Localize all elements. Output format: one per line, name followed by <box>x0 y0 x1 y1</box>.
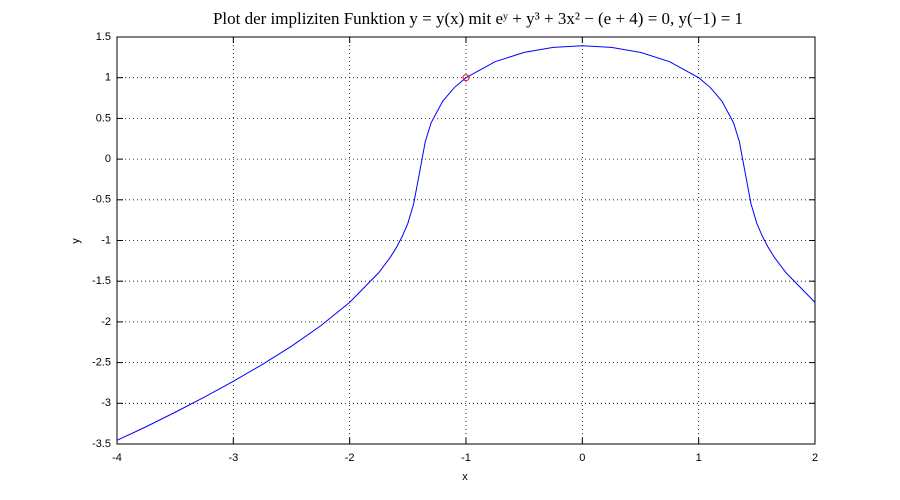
y-tick-label: -2 <box>101 316 111 328</box>
x-axis-label: x <box>462 471 468 483</box>
x-tick-label: -3 <box>228 452 238 464</box>
y-tick-label: 1 <box>105 72 111 84</box>
y-tick-label: 0 <box>105 153 111 165</box>
y-axis-label: y <box>70 238 82 244</box>
y-tick-label: -1 <box>101 234 111 246</box>
y-tick-label: -3.5 <box>92 438 111 450</box>
x-tick-label: 1 <box>696 452 702 464</box>
y-tick-label: 1.5 <box>96 31 111 43</box>
y-tick-label: -1.5 <box>92 275 111 287</box>
x-tick-label: -1 <box>461 452 471 464</box>
x-tick-label: 2 <box>812 452 818 464</box>
point-marker <box>462 74 470 82</box>
x-tick-label: 0 <box>579 452 585 464</box>
x-tick-label: -4 <box>112 452 122 464</box>
y-tick-label: -2.5 <box>92 357 111 369</box>
line-series <box>116 45 816 441</box>
y-tick-label: 0.5 <box>96 112 111 124</box>
y-tick-label: -3 <box>101 397 111 409</box>
chart-title: Plot der impliziten Funktion y = y(x) mi… <box>213 9 743 28</box>
y-tick-label: -0.5 <box>92 194 111 206</box>
x-tick-label: -2 <box>345 452 355 464</box>
plot-frame <box>116 36 816 445</box>
